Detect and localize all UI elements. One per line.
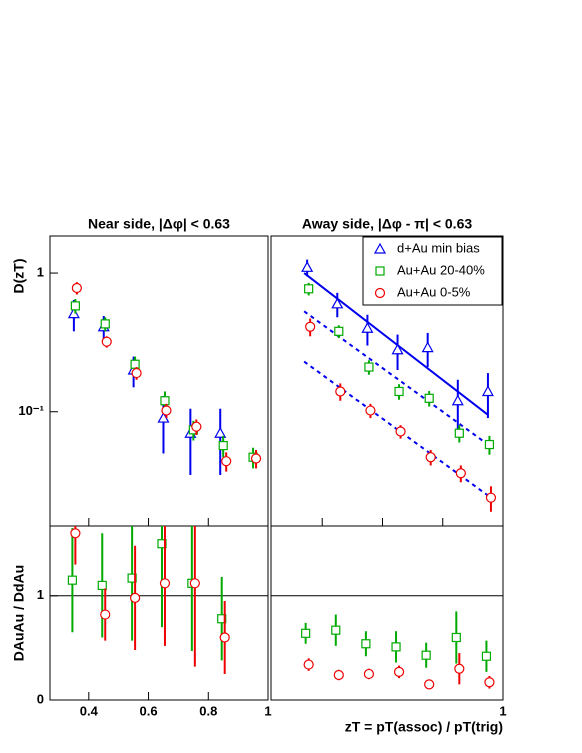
y-axis-label: D(zT) xyxy=(11,259,27,294)
marker-square xyxy=(217,614,227,624)
panel-title: Near side, |Δφ| < 0.63 xyxy=(88,216,230,232)
y-tick-label: 1 xyxy=(37,587,44,602)
x-tick-label: 0.4 xyxy=(80,703,99,718)
marker-circle xyxy=(70,528,81,539)
marker-square xyxy=(361,639,371,649)
marker-square xyxy=(127,573,137,583)
marker-circle xyxy=(395,426,406,437)
plot-frame xyxy=(49,525,269,701)
marker-triangle xyxy=(301,261,314,272)
marker-circle xyxy=(100,609,111,620)
marker-triangle xyxy=(214,426,227,438)
marker-triangle xyxy=(361,322,374,333)
x-tick-label: 1 xyxy=(499,703,506,718)
x-tick-label: 0.6 xyxy=(140,703,158,718)
marker-circle xyxy=(131,367,142,379)
marker-circle xyxy=(484,677,495,688)
plot-frame xyxy=(49,235,269,527)
marker-square xyxy=(394,386,404,397)
marker-circle xyxy=(335,386,346,397)
marker-triangle xyxy=(421,341,434,353)
marker-circle xyxy=(305,321,316,332)
marker-circle xyxy=(161,405,172,416)
marker-square xyxy=(70,301,80,311)
legend-box xyxy=(362,236,503,306)
marker-triangle xyxy=(451,394,464,406)
marker-circle xyxy=(333,669,344,681)
marker-circle xyxy=(250,453,262,464)
marker-circle xyxy=(393,666,405,677)
marker-square xyxy=(160,396,170,406)
y-axis-label: DAuAu / DdAu xyxy=(11,565,27,661)
legend-marker xyxy=(374,287,386,299)
y-tick-label: 10⁻¹ xyxy=(18,403,44,418)
marker-circle xyxy=(363,668,375,680)
marker-circle xyxy=(191,421,202,432)
marker-square xyxy=(421,650,431,660)
marker-square xyxy=(481,651,492,661)
legend-marker xyxy=(375,266,385,276)
marker-triangle xyxy=(67,307,80,319)
y-tick-label: 1 xyxy=(37,264,44,279)
marker-square xyxy=(304,284,314,294)
legend-label: d+Au min bias xyxy=(397,240,480,255)
marker-triangle xyxy=(481,385,494,397)
x-tick-label: 1 xyxy=(264,703,271,718)
marker-circle xyxy=(71,282,82,294)
y-tick-label: 0 xyxy=(37,691,44,706)
x-axis-label: zT = pT(assoc) / pT(trig) xyxy=(345,719,503,735)
marker-triangle xyxy=(331,297,344,309)
marker-square xyxy=(391,642,401,652)
marker-circle xyxy=(189,578,200,589)
panel-title: Away side, |Δφ - π| < 0.63 xyxy=(302,216,472,232)
marker-square xyxy=(454,428,464,438)
marker-square xyxy=(484,439,495,450)
legend-label: Au+Au 20-40% xyxy=(397,262,485,277)
marker-square xyxy=(97,580,107,590)
marker-square xyxy=(67,575,77,585)
marker-circle xyxy=(219,632,230,643)
marker-circle xyxy=(425,452,436,463)
marker-circle xyxy=(454,663,465,674)
marker-square xyxy=(424,393,434,403)
marker-square xyxy=(331,625,341,635)
marker-circle xyxy=(485,492,497,503)
marker-circle xyxy=(303,659,314,670)
plot-frame xyxy=(270,525,504,701)
marker-square xyxy=(130,359,140,369)
marker-square xyxy=(218,440,228,451)
legend-marker xyxy=(373,242,387,254)
marker-square xyxy=(451,632,461,643)
marker-circle xyxy=(159,578,171,589)
marker-square xyxy=(334,326,344,336)
marker-triangle xyxy=(391,343,404,355)
marker-square xyxy=(157,539,167,549)
marker-circle xyxy=(424,679,435,690)
marker-circle xyxy=(221,456,232,467)
marker-circle xyxy=(365,405,376,416)
marker-square xyxy=(364,362,374,372)
marker-square xyxy=(100,319,110,329)
legend-label: Au+Au 0-5% xyxy=(397,284,471,299)
marker-circle xyxy=(130,592,141,603)
marker-circle xyxy=(455,468,466,479)
marker-square xyxy=(301,628,311,638)
marker-circle xyxy=(101,336,112,347)
x-tick-label: 0.8 xyxy=(199,703,217,718)
fit-line xyxy=(303,310,492,448)
